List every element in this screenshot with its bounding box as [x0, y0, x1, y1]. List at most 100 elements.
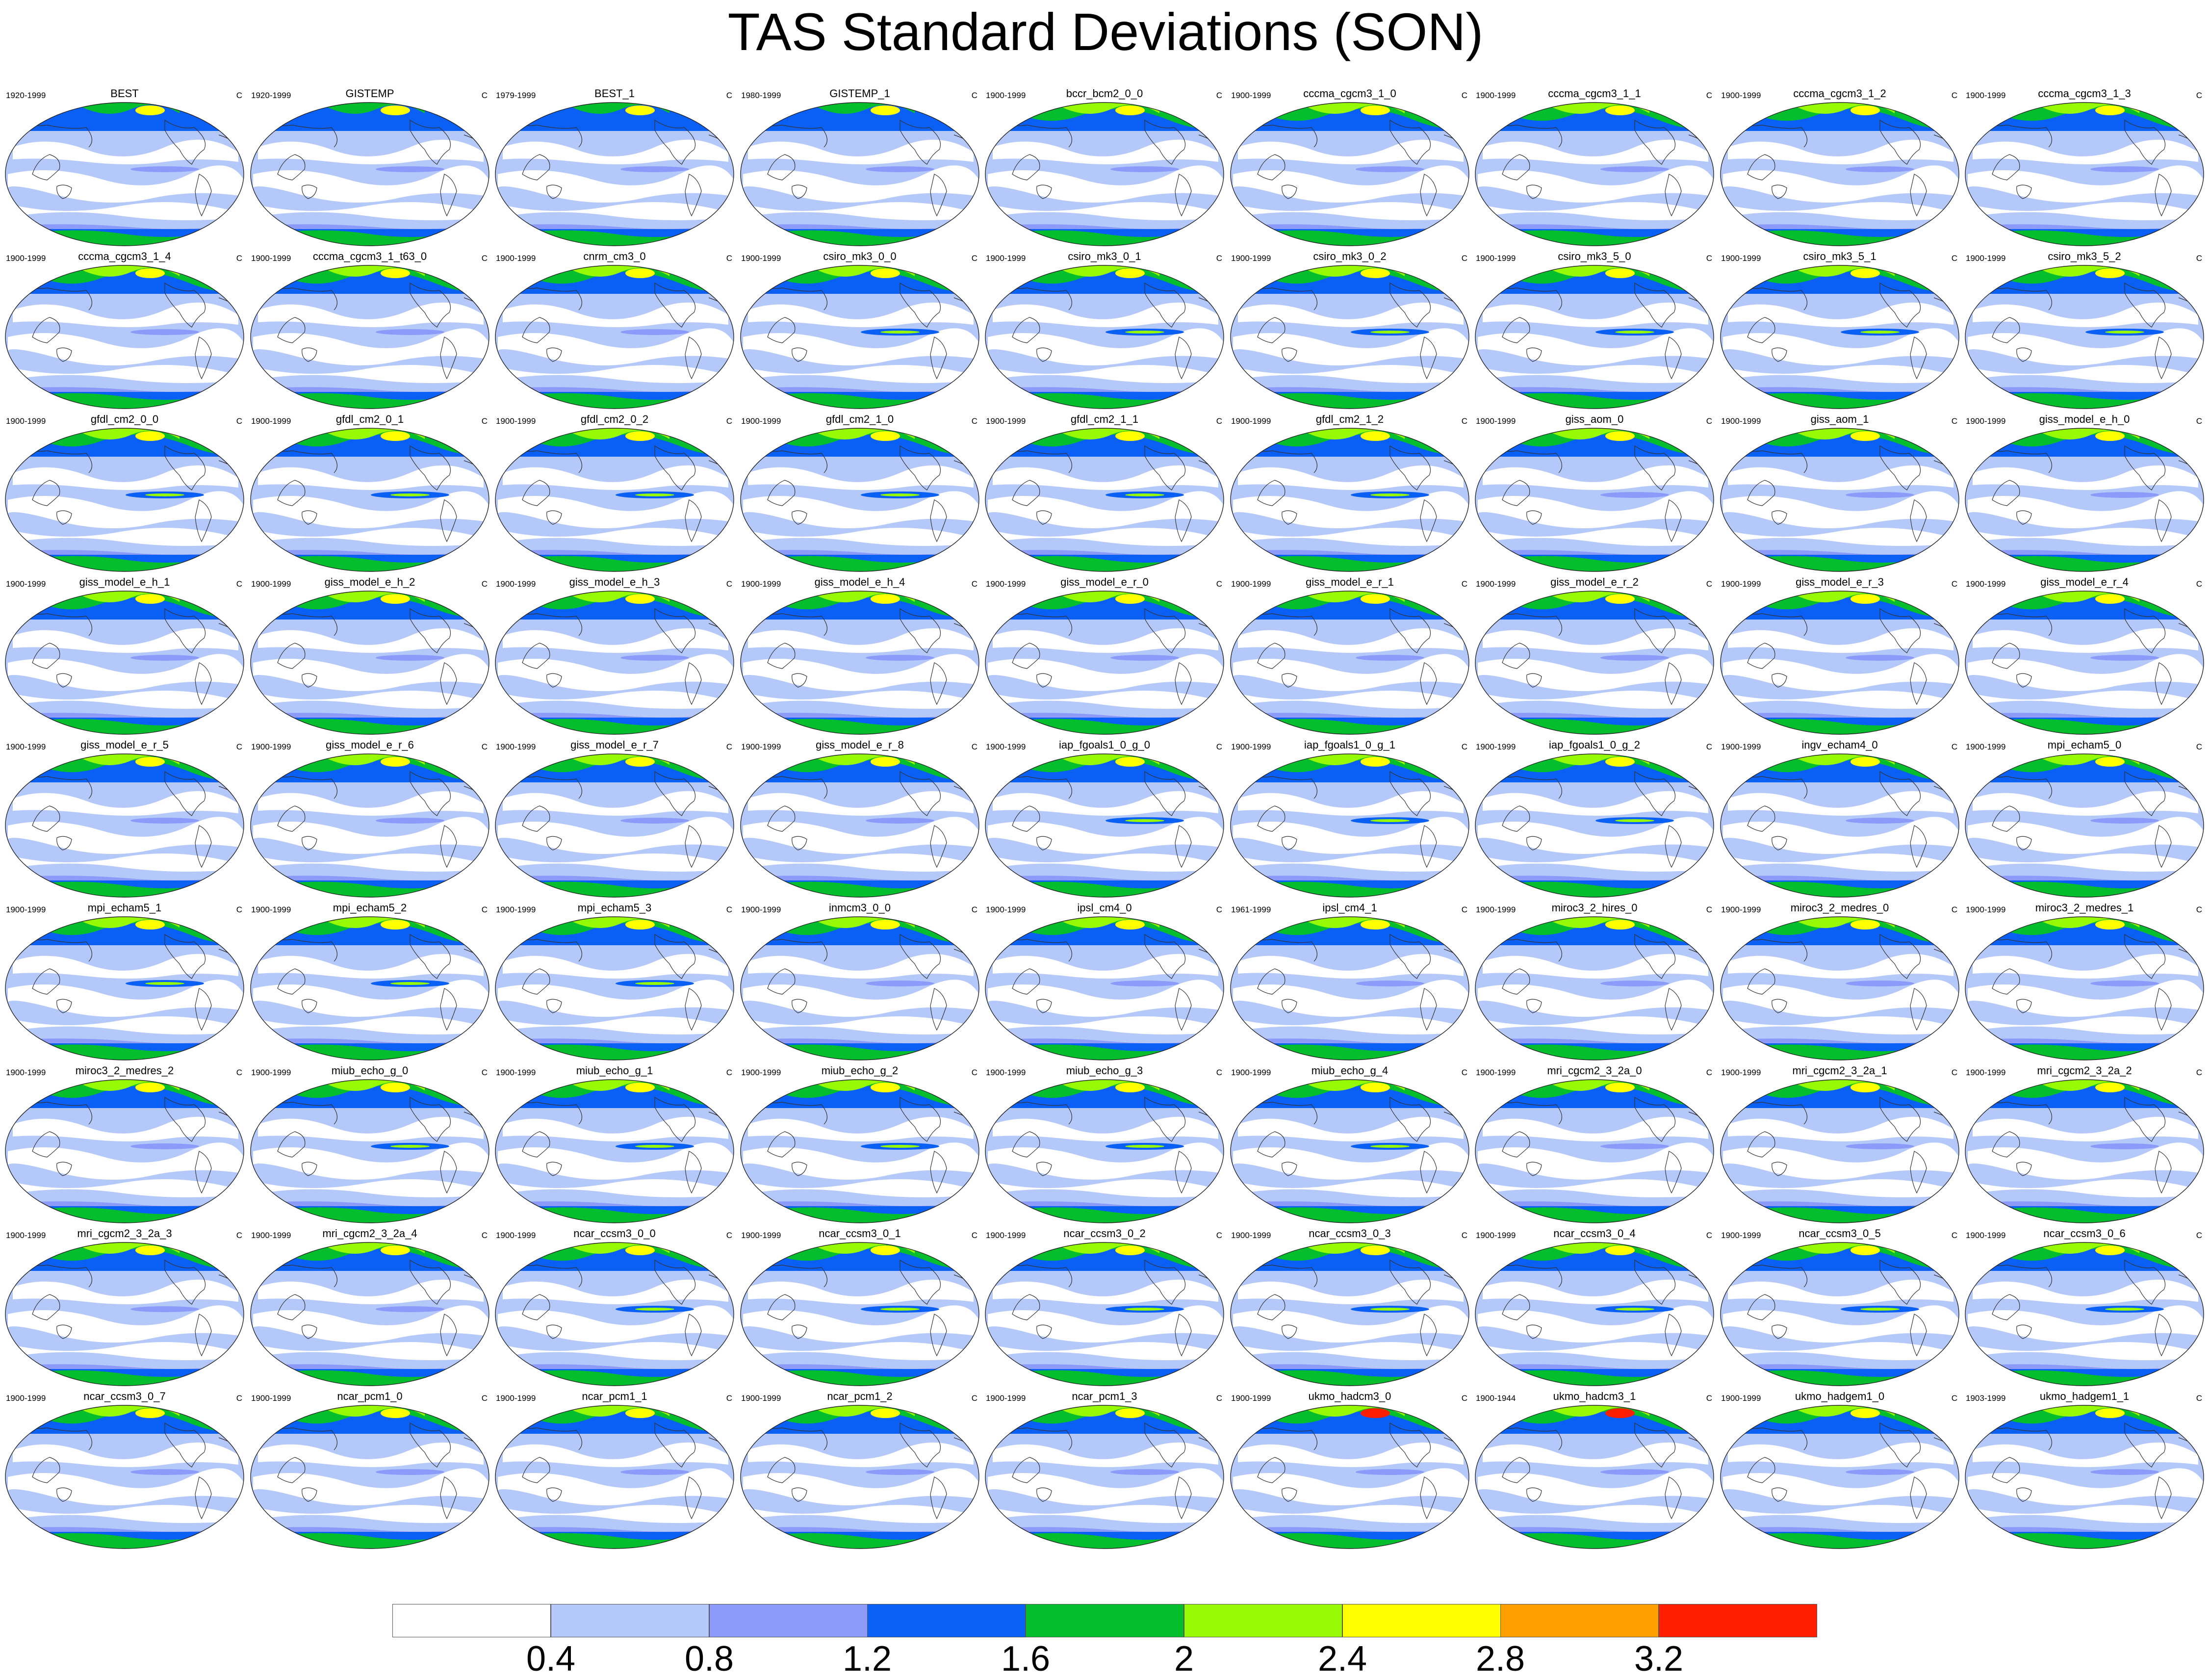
map-panel: 1900-1999 csiro_mk3_5_1 C — [1718, 249, 1961, 412]
panel-unit-label: C — [481, 742, 488, 751]
panel-period-label: 1900-1999 — [741, 905, 781, 914]
map-panel: 1900-1999 ipsl_cm4_0 C — [983, 900, 1226, 1063]
panel-unit-label: C — [1951, 1068, 1957, 1077]
panel-period-label: 1900-1999 — [1476, 91, 1516, 100]
map-panel: 1920-1999 GISTEMP C — [248, 86, 491, 249]
panel-title: csiro_mk3_0_1 — [1068, 250, 1141, 262]
colorbar-tick-label: 0.4 — [526, 1639, 576, 1679]
panel-period-label: 1900-1999 — [1721, 1231, 1761, 1240]
panel-period-label: 1900-1999 — [6, 742, 46, 751]
panel-title: cnrm_cm3_0 — [583, 250, 646, 262]
panel-period-label: 1900-1999 — [1231, 1068, 1271, 1077]
panel-unit-label: C — [236, 1068, 242, 1077]
panel-unit-label: C — [1216, 416, 1222, 426]
world-map — [5, 1079, 244, 1223]
colorbar-segment — [1342, 1604, 1501, 1637]
panel-title: miub_echo_g_4 — [1311, 1064, 1388, 1077]
world-map — [5, 1405, 244, 1549]
map-panel: 1900-1999 csiro_mk3_0_2 C — [1228, 249, 1471, 412]
panel-title: gfdl_cm2_0_0 — [90, 413, 159, 425]
panel-title: giss_aom_0 — [1565, 413, 1624, 425]
map-panel: 1900-1999 iap_fgoals1_0_g_0 C — [983, 737, 1226, 900]
panel-period-label: 1900-1999 — [1721, 416, 1761, 426]
panel-period-label: 1903-1999 — [1966, 1394, 2006, 1403]
world-map — [1965, 916, 2204, 1060]
colorbar — [392, 1604, 1817, 1637]
world-map — [1230, 753, 1469, 898]
panel-title: miroc3_2_medres_2 — [75, 1064, 174, 1077]
panel-title: ncar_ccsm3_0_6 — [2043, 1227, 2126, 1240]
world-map — [1475, 916, 1714, 1060]
world-map — [985, 916, 1224, 1060]
map-panel: 1900-1999 ingv_echam4_0 C — [1718, 737, 1961, 900]
panel-title: cccma_cgcm3_1_4 — [78, 250, 171, 262]
world-map — [1720, 1242, 1959, 1386]
panel-unit-label: C — [1461, 1068, 1467, 1077]
panel-title: ukmo_hadgem1_0 — [1795, 1390, 1885, 1402]
panel-period-label: 1900-1999 — [986, 1068, 1026, 1077]
world-map — [1475, 591, 1714, 735]
panel-period-label: 1900-1999 — [741, 254, 781, 263]
panel-period-label: 1900-1999 — [496, 254, 536, 263]
world-map — [740, 591, 979, 735]
world-map — [1720, 102, 1959, 246]
world-map — [250, 265, 489, 409]
panel-period-label: 1900-1999 — [1721, 905, 1761, 914]
panel-period-label: 1900-1999 — [496, 1231, 536, 1240]
panel-period-label: 1900-1999 — [986, 579, 1026, 589]
panel-period-label: 1900-1999 — [1231, 91, 1271, 100]
panel-title: miub_echo_g_0 — [331, 1064, 409, 1077]
panel-period-label: 1900-1999 — [496, 1068, 536, 1077]
panel-title: gfdl_cm2_1_1 — [1070, 413, 1139, 425]
world-map — [1720, 428, 1959, 572]
panel-unit-label: C — [971, 742, 977, 751]
world-map — [985, 102, 1224, 246]
panel-title: mpi_echam5_0 — [2047, 739, 2122, 751]
map-panel: 1979-1999 BEST_1 C — [493, 86, 736, 249]
panel-title: ncar_pcm1_0 — [337, 1390, 403, 1402]
panel-title: ukmo_hadcm3_0 — [1308, 1390, 1391, 1402]
world-map — [250, 591, 489, 735]
map-panel: 1900-1999 mri_cgcm2_3_2a_1 C — [1718, 1063, 1961, 1226]
panel-unit-label: C — [1216, 91, 1222, 100]
panel-period-label: 1900-1999 — [1476, 579, 1516, 589]
world-map — [250, 753, 489, 898]
panel-unit-label: C — [971, 1394, 977, 1403]
panel-unit-label: C — [1951, 579, 1957, 589]
map-panel: 1900-1999 giss_model_e_h_1 C — [3, 574, 246, 737]
panel-title: ukmo_hadcm3_1 — [1553, 1390, 1636, 1402]
panel-unit-label: C — [971, 416, 977, 426]
map-panel: 1900-1999 miroc3_2_hires_0 C — [1473, 900, 1716, 1063]
panel-title: giss_model_e_r_3 — [1796, 576, 1884, 588]
panel-unit-label: C — [1706, 742, 1712, 751]
world-map — [985, 591, 1224, 735]
panel-period-label: 1900-1999 — [1231, 1394, 1271, 1403]
panel-title: miroc3_2_medres_1 — [2035, 902, 2134, 914]
colorbar-segment — [392, 1604, 551, 1637]
map-panel: 1900-1999 miroc3_2_medres_2 C — [3, 1063, 246, 1226]
map-panel-grid: 1920-1999 BEST C — [3, 86, 2208, 1552]
panel-unit-label: C — [1706, 905, 1712, 914]
panel-title: ncar_ccsm3_0_2 — [1063, 1227, 1146, 1240]
world-map — [250, 102, 489, 246]
map-panel: 1900-1999 mri_cgcm2_3_2a_2 C — [1963, 1063, 2206, 1226]
world-map — [495, 265, 734, 409]
panel-unit-label: C — [1461, 742, 1467, 751]
panel-unit-label: C — [2196, 742, 2202, 751]
panel-title: mpi_echam5_1 — [87, 902, 162, 914]
panel-unit-label: C — [1706, 579, 1712, 589]
panel-period-label: 1900-1999 — [1721, 254, 1761, 263]
world-map — [740, 753, 979, 898]
map-panel: 1900-1999 mpi_echam5_0 C — [1963, 737, 2206, 900]
panel-unit-label: C — [2196, 416, 2202, 426]
map-panel: 1920-1999 BEST C — [3, 86, 246, 249]
panel-title: BEST — [110, 87, 139, 100]
world-map — [1230, 1405, 1469, 1549]
map-panel: 1900-1999 giss_model_e_r_1 C — [1228, 574, 1471, 737]
panel-unit-label: C — [481, 1068, 488, 1077]
panel-unit-label: C — [481, 905, 488, 914]
world-map — [1230, 265, 1469, 409]
world-map — [1230, 591, 1469, 735]
colorbar-segment — [867, 1604, 1026, 1637]
map-panel: 1900-1999 miub_echo_g_4 C — [1228, 1063, 1471, 1226]
